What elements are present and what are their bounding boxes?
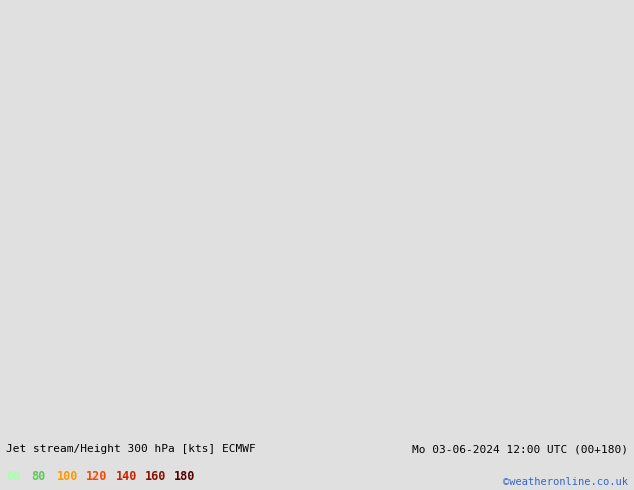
- Text: 160: 160: [145, 470, 166, 483]
- Text: ©weatheronline.co.uk: ©weatheronline.co.uk: [503, 477, 628, 487]
- Text: 120: 120: [86, 470, 108, 483]
- Text: Jet stream/Height 300 hPa [kts] ECMWF: Jet stream/Height 300 hPa [kts] ECMWF: [6, 444, 256, 454]
- Text: 80: 80: [32, 470, 46, 483]
- Text: Mo 03-06-2024 12:00 UTC (00+180): Mo 03-06-2024 12:00 UTC (00+180): [411, 444, 628, 454]
- Text: 180: 180: [174, 470, 195, 483]
- Text: 100: 100: [57, 470, 79, 483]
- Text: 140: 140: [115, 470, 137, 483]
- Text: 60: 60: [6, 470, 20, 483]
